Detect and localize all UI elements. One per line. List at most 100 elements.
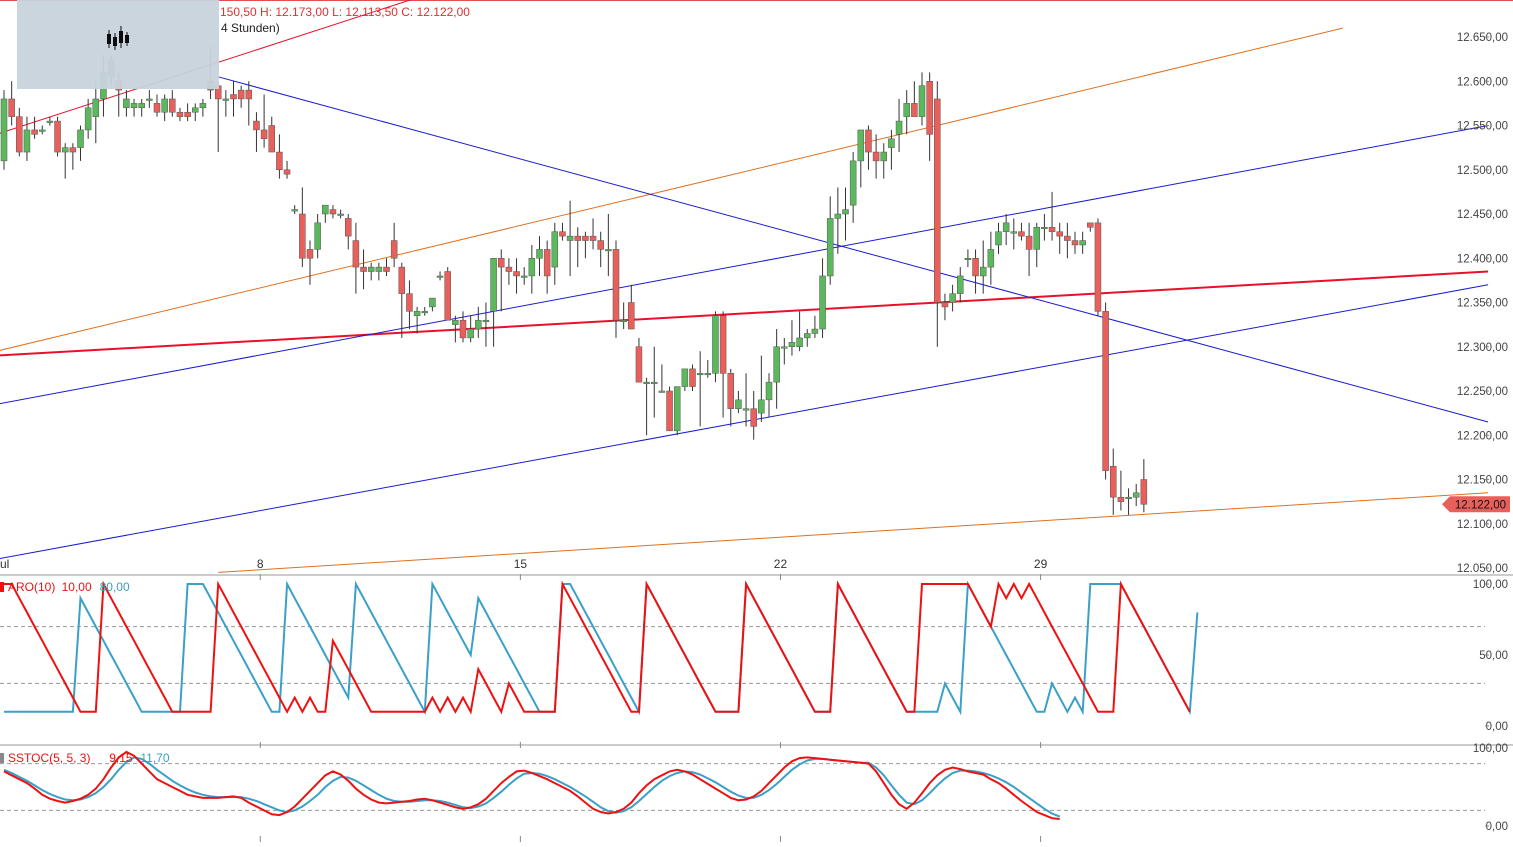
candle-body — [184, 111, 191, 117]
candle-body — [628, 302, 635, 330]
candle-body — [31, 129, 38, 135]
candle-body — [888, 138, 895, 148]
candle-body — [658, 390, 666, 393]
candle-body — [367, 266, 375, 272]
candle-body — [299, 213, 306, 259]
chart-type-thumbnail[interactable] — [17, 0, 219, 89]
y-tick-label: 12.400,00 — [1457, 253, 1508, 265]
candle-body — [651, 381, 658, 384]
candle-body — [413, 311, 421, 317]
candle-body — [1010, 231, 1018, 234]
candle-body — [329, 209, 337, 215]
candle-body — [16, 116, 23, 153]
candle-body — [1056, 231, 1063, 237]
candle-body — [758, 399, 765, 414]
candle-body — [383, 266, 390, 272]
candle-body — [926, 81, 933, 135]
candle-body — [918, 85, 926, 117]
stoch-d-line — [3, 756, 1061, 818]
candle-body — [1048, 227, 1056, 232]
candle-body — [39, 129, 46, 132]
candle-body — [345, 218, 352, 237]
candle-body — [337, 213, 344, 216]
candle-body — [1033, 227, 1040, 250]
candle-body — [1018, 231, 1025, 237]
y-tick-label: 50,00 — [1479, 650, 1508, 662]
ohlc-readout: 150,50 H: 12.173,00 L: 12.113,50 C: 12.1… — [220, 5, 470, 19]
candle-body — [176, 111, 184, 117]
candle-body — [436, 275, 444, 278]
candle-body — [314, 222, 321, 250]
trendline — [0, 27, 1343, 351]
candle-body — [306, 249, 314, 259]
candle-body — [895, 120, 903, 135]
candle-body — [995, 231, 1002, 246]
candle-body — [283, 169, 291, 175]
indicator-legend: SSTOC(5, 5, 3) 9,15 11,70 — [0, 751, 170, 765]
candle-body — [635, 346, 643, 383]
candle-body — [444, 271, 451, 321]
candle-body — [498, 258, 505, 268]
legend-title: ARO(10) — [8, 580, 55, 594]
legend-value: 10,00 — [62, 580, 92, 594]
candle-body — [673, 386, 681, 432]
indicator-legend: ARO(10) 10,00 80,00 — [0, 580, 130, 594]
y-tick-label: 12.550,00 — [1457, 121, 1508, 133]
candle-body — [559, 231, 566, 237]
candle-body — [826, 218, 834, 277]
candle-body — [872, 151, 880, 162]
candle-body — [153, 103, 161, 113]
axis-layer: 12.650,00 12.600,00 12.550,00 12.500,00 12.4… — [0, 32, 1510, 842]
candle-body — [903, 103, 910, 117]
candle-body — [1125, 496, 1132, 499]
candle-body — [941, 302, 949, 308]
candle-body — [765, 381, 773, 401]
last-price-label: 12.122,00 — [1455, 499, 1506, 511]
candle-body — [551, 231, 559, 268]
candle-body — [429, 297, 436, 308]
candle-body — [1002, 222, 1010, 232]
candle-body — [23, 129, 31, 153]
candle-body — [482, 319, 490, 322]
candle-body — [268, 125, 275, 153]
candle-body — [199, 103, 207, 109]
candle-body — [742, 408, 750, 411]
trendline — [218, 76, 1489, 423]
y-tick-label: 12.150,00 — [1457, 475, 1508, 487]
candle-body — [520, 275, 528, 278]
timeframe-label: 4 Stunden) — [221, 21, 280, 35]
candle-body — [406, 293, 413, 312]
candle-body — [1079, 240, 1086, 246]
candle-body — [1132, 492, 1140, 498]
candle-body — [589, 235, 597, 241]
candle-body — [949, 293, 956, 303]
candle-body — [788, 342, 796, 348]
candle-body — [0, 98, 8, 162]
y-tick-label: 12.600,00 — [1457, 76, 1508, 88]
candle-body — [704, 373, 712, 376]
candle-body — [1041, 227, 1048, 230]
candle-body — [513, 271, 520, 277]
candle-body — [237, 89, 245, 100]
candle-body — [819, 275, 826, 330]
candle-body — [574, 235, 581, 241]
candle-body — [849, 160, 857, 206]
candle-body — [1094, 222, 1102, 312]
candle-body — [934, 98, 941, 303]
candle-body — [842, 209, 849, 215]
candle-body — [276, 151, 283, 171]
legend-icon — [0, 582, 4, 592]
candle-body — [459, 319, 467, 339]
y-tick-label: 12.100,00 — [1457, 519, 1508, 531]
candle-body — [92, 98, 100, 117]
candle-body — [1025, 235, 1033, 250]
legend-icon — [0, 753, 4, 763]
candle-body — [146, 98, 153, 101]
candle-body — [505, 266, 513, 272]
candle-body — [123, 98, 130, 109]
legend-value: 9,15 — [109, 751, 133, 765]
candle-body — [375, 266, 383, 272]
candle-body — [712, 315, 719, 374]
